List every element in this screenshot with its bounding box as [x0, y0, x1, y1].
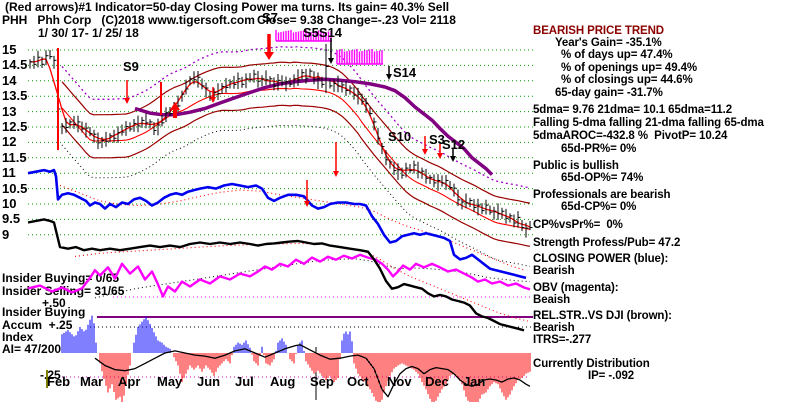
price-axis-label-10: 10	[2, 196, 17, 211]
panel-line-0: BEARISH PRICE TREND	[533, 25, 665, 37]
panel-line-9: 65d-PR%= 0%	[561, 143, 637, 155]
accum-index-curve	[94, 344, 531, 398]
signal-label-S10: S10	[388, 129, 412, 144]
panel-line-23: Currently Distribution	[533, 358, 650, 370]
panel-line-1: Year's Gain= -35.1%	[555, 37, 662, 49]
price-axis-label-15: 15	[2, 42, 17, 57]
month-label-Feb: Feb	[47, 374, 71, 389]
left-label-3: Insider Buying	[2, 305, 86, 319]
signal-arrow-4	[170, 102, 180, 118]
price-axis-label-14: 14	[2, 72, 17, 88]
panel-line-20: REL.STR..VS DJI (brown):	[533, 310, 672, 322]
price-axis-label-12: 12	[2, 134, 17, 150]
price-axis-label-9: 9	[2, 226, 10, 242]
price-axis-label-12.5: 12.5	[2, 119, 28, 134]
signal-arrow-5	[210, 87, 216, 103]
indicator-title: (Red arrows)#1 Indicator=50-day Closing …	[5, 0, 450, 14]
panel-line-19: Beaish	[533, 294, 571, 306]
month-label-Jan: Jan	[463, 374, 486, 389]
signal-arrow-10	[422, 136, 428, 155]
month-label-Dec: Dec	[425, 374, 449, 389]
panel-line-12: Professionals are bearish	[533, 189, 671, 201]
rs-ma-red-dotted	[74, 242, 529, 322]
cp-ma-red-dotted	[59, 184, 526, 271]
panel-line-22: ITRS=-.277	[533, 334, 592, 346]
panel-line-18: OBV (magenta):	[533, 282, 619, 294]
panel-line-3: % of openings up= 49.4%	[561, 62, 698, 74]
month-label-Sep: Sep	[310, 374, 334, 389]
panel-line-21: Bearish	[533, 322, 575, 334]
panel-line-5: 65-day gain= -31.7%	[555, 87, 663, 99]
signal-arrow-6	[304, 180, 310, 207]
panel-line-4: % of closings up= 44.6%	[561, 74, 693, 86]
price-axis-label-9.5: 9.5	[2, 211, 21, 227]
closing-power-line	[27, 168, 527, 280]
month-label-Nov: Nov	[387, 374, 412, 389]
signal-arrow-9	[386, 66, 392, 80]
accum-histogram-negative	[99, 353, 531, 402]
panel-line-24: IP= -.092	[588, 370, 635, 382]
price-axis-label-13.5: 13.5	[2, 88, 28, 104]
price-axis-label-13: 13	[2, 103, 17, 119]
month-label-May: May	[157, 374, 183, 389]
distribution-comb-0	[275, 30, 332, 42]
panel-line-7: Falling 5-dma falling 21-dma falling 65-…	[533, 117, 764, 129]
panel-line-2: % of days up= 47.4%	[561, 49, 673, 61]
signal-label-S5S14: S5S14	[303, 25, 343, 40]
panel-line-17: Bearish	[533, 265, 575, 277]
signal-arrow-12	[450, 149, 456, 162]
obv-ma-black-dotted	[94, 258, 531, 299]
price-axis-label-11: 11	[2, 165, 16, 181]
left-label-7: -.25	[40, 368, 61, 382]
month-label-Mar: Mar	[80, 374, 104, 389]
left-label-6: AI= 47/200	[2, 342, 62, 356]
panel-line-14: CP%vsPr%= 0%	[533, 219, 623, 231]
month-label-Jul: Jul	[235, 374, 254, 389]
left-label-4: Accum +.25	[2, 318, 73, 332]
month-label-Apr: Apr	[118, 374, 141, 389]
distribution-comb-1	[336, 49, 383, 65]
signal-label-S7: S7	[262, 10, 278, 25]
lower-band-darkred	[61, 104, 531, 247]
panel-line-8: 5dmaAROC=-432.8 % PivotP= 10.24	[533, 130, 728, 142]
ma50-purple-line	[134, 77, 494, 176]
signal-arrow-11	[437, 144, 443, 159]
quote-close-change-volume: Close= 9.38 Change=-.23 Vol= 2118	[257, 13, 456, 27]
date-range: 1/ 30/ 17- 1/ 25/ 18	[38, 26, 139, 40]
month-label-Aug: Aug	[270, 374, 296, 389]
panel-line-15: Strength Profess/Pub= 47.2	[533, 237, 681, 249]
signal-label-S3: S3	[429, 132, 445, 147]
ma21-red-line	[61, 87, 531, 230]
signal-label-S14: S14	[393, 65, 417, 80]
left-label-2: +.50	[42, 296, 66, 310]
signal-label-S9: S9	[123, 59, 139, 74]
month-label-Oct: Oct	[347, 374, 369, 389]
lower-envelope-black-dotted	[61, 124, 531, 267]
obv-magenta-line	[27, 253, 531, 298]
price-axis-label-10.5: 10.5	[2, 180, 28, 196]
ticker-company-line: PHH Phh Corp (C)2018 www.tigersoft.com	[2, 13, 255, 27]
signal-arrow-8	[328, 38, 334, 64]
price-axis-label-14.5: 14.5	[2, 57, 28, 73]
signal-arrow-0	[264, 34, 274, 60]
signal-label-S12: S12	[442, 137, 466, 152]
left-label-5: Index	[2, 330, 34, 344]
panel-line-16: CLOSING POWER (blue):	[533, 253, 669, 265]
panel-line-11: 65d-OP%= 74%	[561, 172, 644, 184]
relative-strength-line	[27, 218, 525, 332]
accum-histogram-positive	[61, 315, 353, 353]
signal-arrow-1	[124, 80, 130, 104]
month-label-Jun: Jun	[197, 374, 221, 389]
panel-line-13: 65d-CP%= 0%	[561, 201, 637, 213]
panel-line-6: 5dma= 9.76 21dma= 10.1 65dma=11.2	[533, 104, 733, 116]
signal-arrow-7	[333, 142, 339, 177]
price-axis-label-11.5: 11.5	[2, 149, 27, 165]
left-label-1: Insider Selling= 31/65	[2, 284, 125, 298]
panel-line-10: Public is bullish	[533, 160, 619, 172]
